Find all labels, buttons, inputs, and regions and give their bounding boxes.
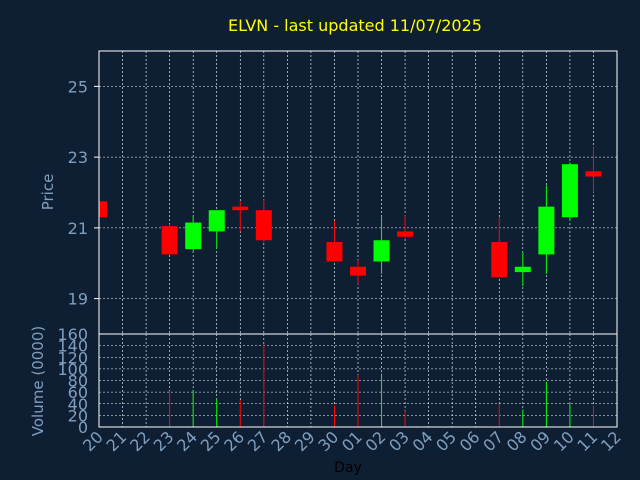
volume-tick-label: 120: [57, 348, 88, 367]
candle-body: [514, 266, 531, 273]
chart-title: ELVN - last updated 11/07/2025: [228, 16, 482, 35]
price-panel: 19 21 23 25 Price: [39, 50, 618, 335]
volume-tick-label: 0: [78, 418, 88, 437]
candle-body: [585, 171, 602, 177]
price-tick-label: 21: [68, 219, 88, 238]
candle-body: [491, 242, 508, 278]
candle-body: [255, 210, 272, 241]
volume-tick-label: 160: [57, 325, 88, 344]
price-tick-label: 25: [68, 77, 88, 96]
price-tick-label: 23: [68, 148, 88, 167]
x-axis-ticks: 2021222324252627282930010203040506070809…: [79, 427, 625, 455]
volume-tick-label: 20: [68, 406, 88, 425]
price-candles: [98, 146, 602, 287]
price-tick-label: 19: [68, 290, 88, 309]
volume-tick-label: 80: [68, 372, 88, 391]
candle-body: [208, 210, 225, 232]
x-axis-label: Day: [334, 460, 362, 476]
candle-body: [538, 206, 555, 255]
candle-body: [161, 226, 178, 255]
volume-tick-label: 140: [57, 337, 88, 356]
volume-plot-frame: [98, 333, 618, 428]
volume-tick-label: 100: [57, 360, 88, 379]
candle-body: [350, 266, 366, 276]
candle-body: [561, 164, 578, 218]
candle-body: [397, 231, 414, 237]
volume-tick-label: 40: [68, 395, 88, 414]
volume-tick-label: 60: [68, 383, 88, 402]
candle-body: [185, 222, 202, 250]
candle-body: [373, 240, 390, 262]
volume-axis-label: Volume (0000): [29, 326, 47, 436]
price-y-ticks: 19 21 23 25: [68, 77, 99, 309]
candle-body: [232, 206, 249, 211]
candle-body: [326, 242, 343, 262]
volume-bars: [169, 343, 594, 427]
candle-body: [99, 201, 107, 218]
price-axis-label: Price: [39, 174, 57, 211]
